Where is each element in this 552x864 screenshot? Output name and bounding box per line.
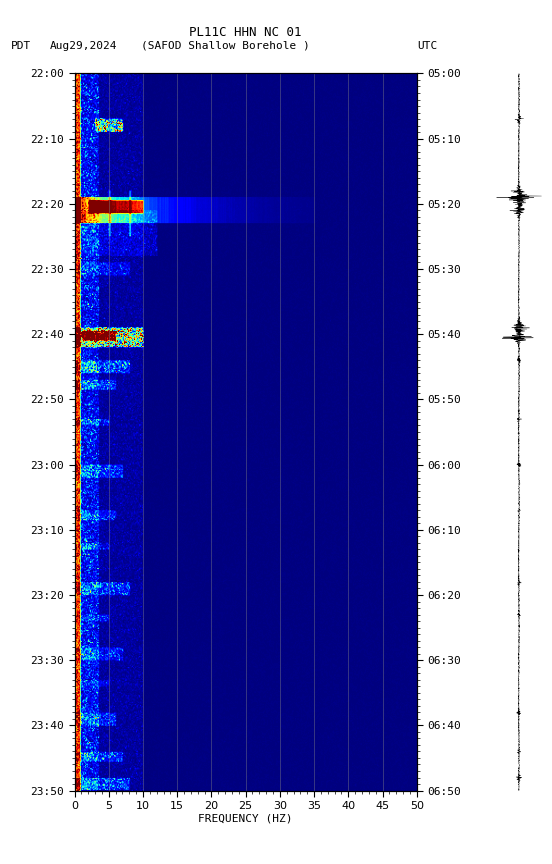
Text: Aug29,2024: Aug29,2024: [50, 41, 117, 51]
Text: (SAFOD Shallow Borehole ): (SAFOD Shallow Borehole ): [141, 41, 310, 51]
Text: PDT: PDT: [11, 41, 31, 51]
Text: PL11C HHN NC 01: PL11C HHN NC 01: [189, 26, 302, 39]
Text: UTC: UTC: [417, 41, 437, 51]
X-axis label: FREQUENCY (HZ): FREQUENCY (HZ): [198, 814, 293, 823]
